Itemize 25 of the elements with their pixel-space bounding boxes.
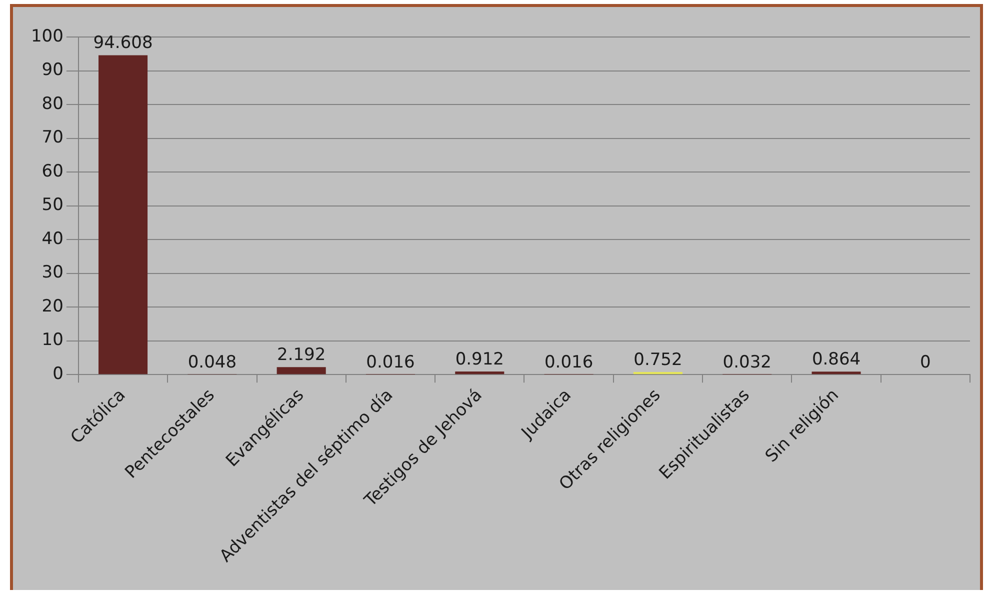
data-label: 0.048	[188, 352, 237, 372]
data-label: 2.192	[277, 345, 326, 366]
data-label: 0.912	[455, 349, 504, 370]
y-tick-label: 30	[42, 262, 64, 283]
y-tick-label: 0	[52, 364, 64, 384]
y-tick-label: 60	[42, 161, 64, 182]
y-tick-label: 20	[42, 296, 64, 316]
data-label: 0.032	[722, 352, 772, 372]
y-tick-label: 50	[42, 195, 64, 216]
y-tick-label: 100	[30, 26, 64, 46]
data-label: 0	[920, 352, 931, 372]
data-label: 94.608	[93, 33, 153, 54]
y-tick-label: 80	[42, 94, 64, 114]
y-tick-label: 10	[42, 330, 64, 350]
y-tick-label: 70	[42, 128, 64, 148]
bar	[455, 371, 504, 374]
data-label: 0.752	[634, 350, 682, 370]
bar	[812, 372, 861, 374]
bar	[98, 55, 148, 374]
data-label: 0.864	[812, 350, 861, 370]
data-label: 0.016	[544, 352, 594, 372]
bar	[276, 367, 326, 374]
y-tick-label: 40	[42, 228, 64, 249]
y-tick-label: 90	[42, 60, 64, 80]
data-label: 0.016	[366, 352, 415, 372]
